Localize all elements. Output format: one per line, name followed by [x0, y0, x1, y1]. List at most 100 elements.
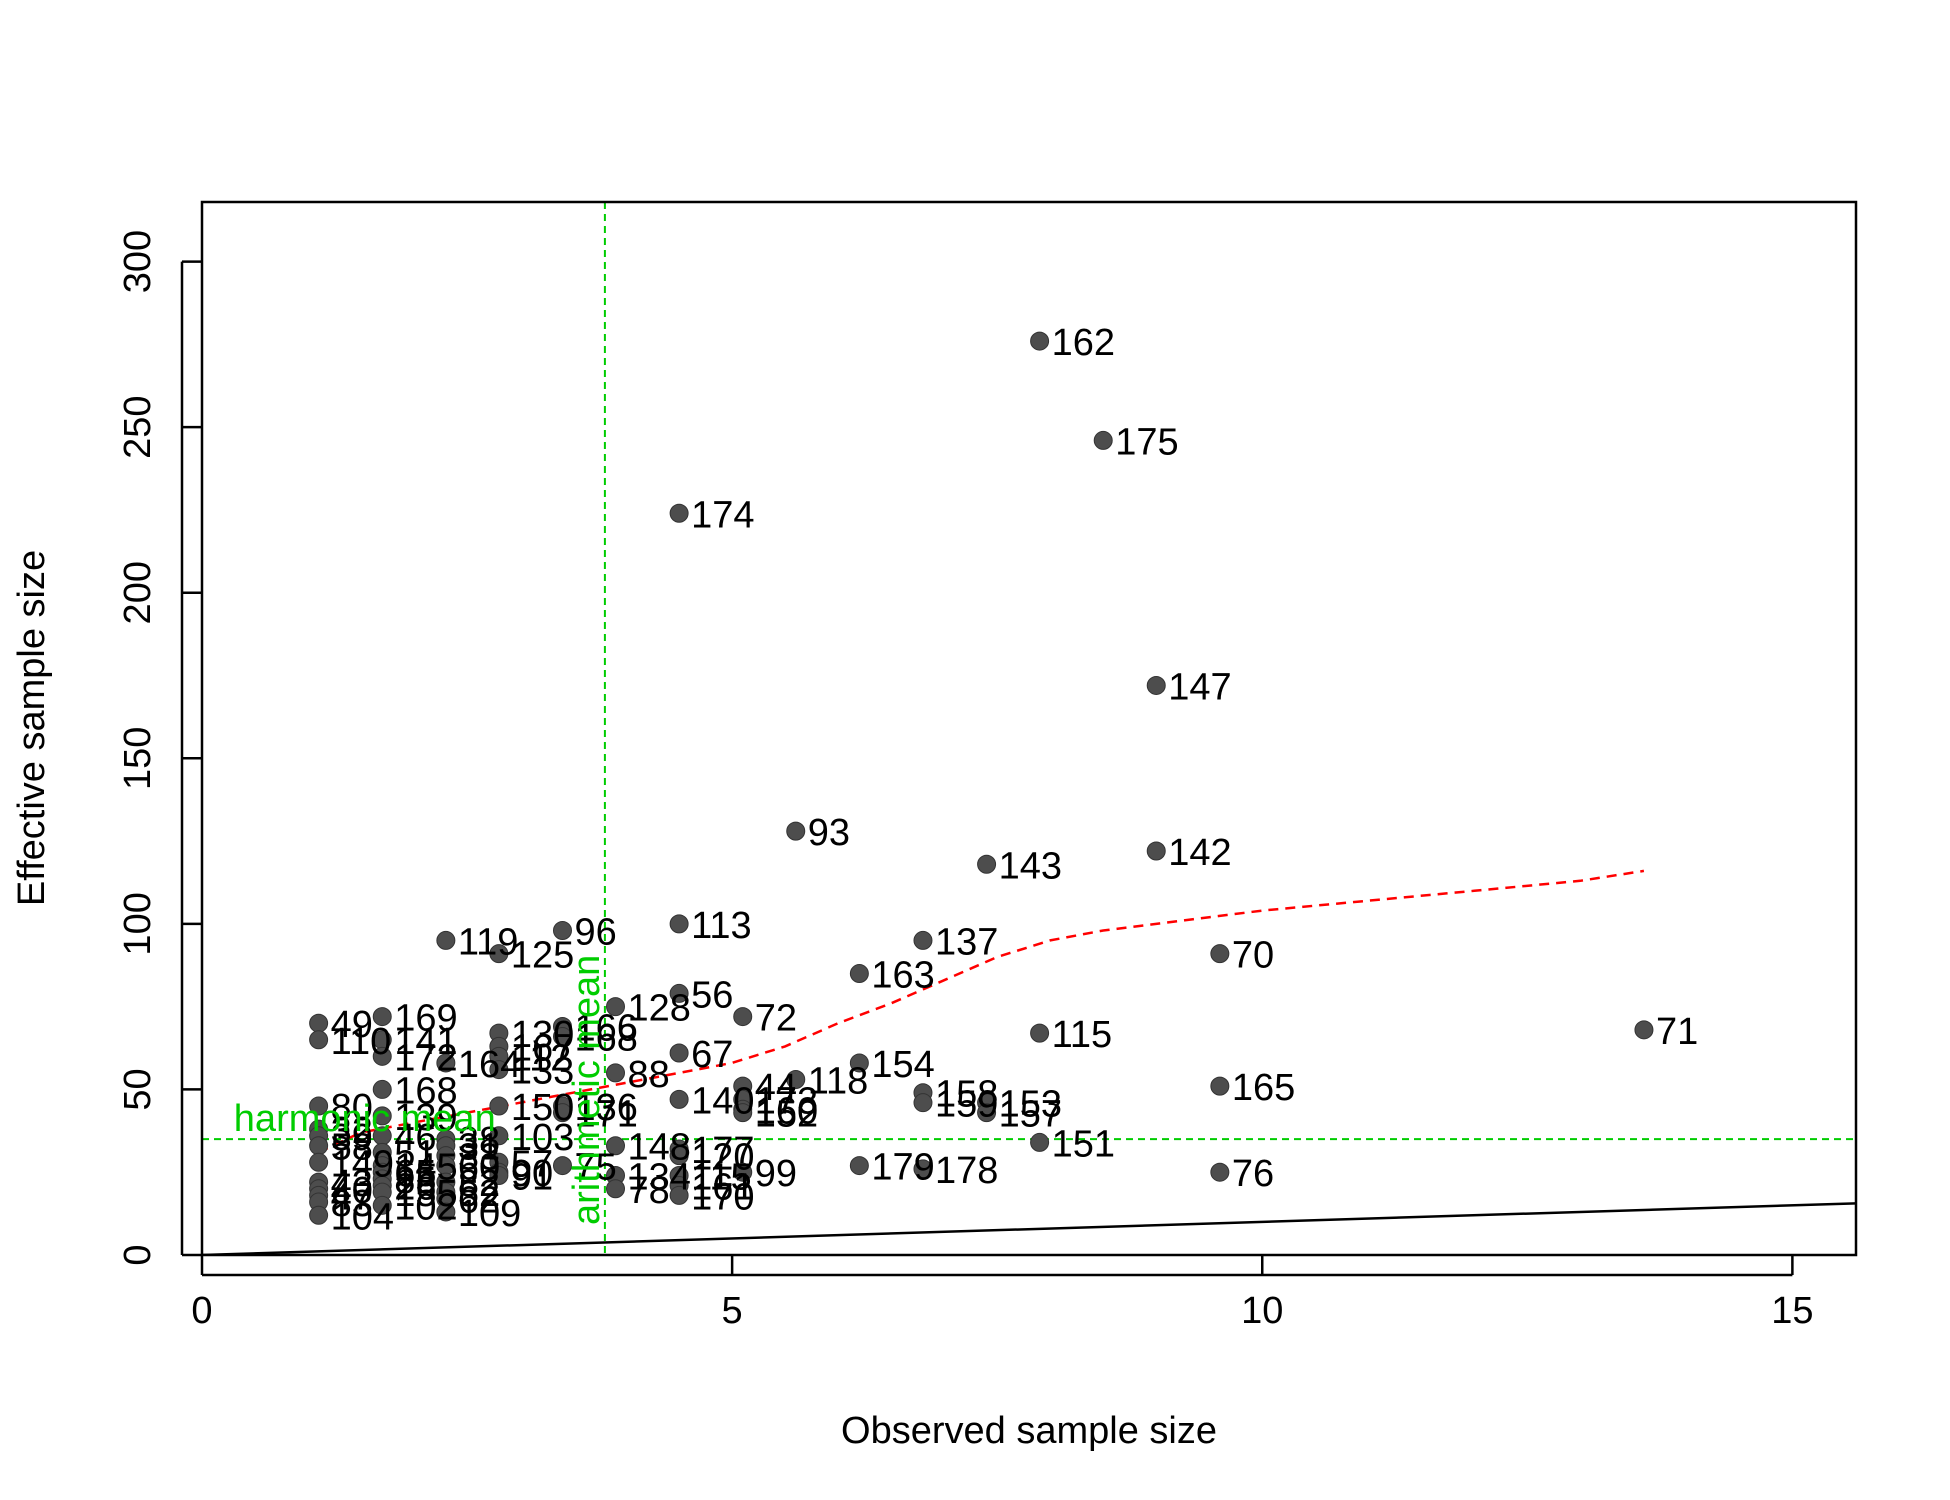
data-point: [669, 1043, 689, 1063]
data-point: [606, 1179, 625, 1199]
data-point-label: 46: [394, 1117, 436, 1159]
data-point: [309, 1205, 329, 1225]
data-point-label: 110: [331, 1021, 392, 1063]
data-point: [552, 1026, 572, 1046]
data-point: [977, 1103, 997, 1123]
data-point-label: 47: [331, 1176, 373, 1218]
data-point: [552, 1103, 572, 1123]
data-point-label: 147: [1168, 666, 1231, 708]
data-point: [372, 1079, 392, 1099]
data-point-label: 33: [458, 1137, 500, 1179]
data-point-label: 120: [691, 1137, 754, 1179]
data-point-label: 78: [628, 1170, 670, 1212]
data-point: [733, 1103, 753, 1123]
data-point: [669, 914, 689, 934]
data-point-label: 134: [628, 1157, 691, 1199]
data-point: [733, 1007, 753, 1027]
data-point-label: 65: [394, 1153, 436, 1195]
data-point-label: 72: [755, 998, 797, 1040]
data-point-label: 163: [871, 955, 934, 997]
data-point-label: 60: [458, 1147, 500, 1189]
data-point-label: 40: [331, 1170, 373, 1212]
x-tick-label: 10: [1241, 1290, 1283, 1332]
data-point-label: 174: [691, 494, 754, 536]
data-point: [1634, 1020, 1654, 1040]
data-point: [489, 1060, 509, 1080]
data-point-label: 109: [458, 1193, 521, 1235]
data-point-label: 130: [511, 1014, 574, 1056]
data-point-label: 102: [394, 1186, 457, 1228]
data-point: [436, 1053, 456, 1073]
data-point-label: 141: [394, 1021, 457, 1063]
data-point-label: 62: [458, 1180, 500, 1222]
data-point: [309, 1152, 329, 1172]
data-point: [849, 964, 869, 984]
data-point-label: 96: [574, 911, 616, 953]
data-point: [1210, 1162, 1230, 1182]
data-point-label: 115: [1052, 1014, 1113, 1056]
data-point-label: 113: [691, 905, 752, 947]
data-point: [489, 1126, 509, 1146]
data-point-label: 43: [331, 1163, 373, 1205]
data-point-label: 44: [755, 1067, 797, 1109]
data-point-label: 171: [574, 1094, 637, 1136]
data-point-label: 88: [628, 1054, 670, 1096]
data-point-label: 169: [394, 998, 457, 1040]
data-point-label: 125: [511, 935, 574, 977]
data-point-label: 170: [691, 1176, 754, 1218]
y-axis-title: Effective sample size: [11, 550, 53, 906]
y-tick-label: 100: [117, 892, 159, 955]
data-point: [489, 944, 509, 964]
data-point: [1030, 1132, 1050, 1152]
data-point-label: 168: [574, 1017, 637, 1059]
data-point: [1146, 841, 1166, 861]
data-point: [1146, 675, 1166, 695]
data-point: [669, 983, 689, 1003]
data-point-label: 162: [1052, 322, 1115, 364]
data-point: [552, 920, 572, 940]
data-point: [913, 930, 933, 950]
data-point-label: 140: [691, 1080, 754, 1122]
identity-line: [202, 1202, 1856, 1255]
data-point-label: 149: [331, 1143, 394, 1185]
data-point-label: 179: [871, 1147, 934, 1189]
data-point-label: 158: [935, 1074, 998, 1116]
data-point-label: 26: [394, 1166, 436, 1208]
x-axis-title: Observed sample size: [841, 1410, 1217, 1452]
data-point: [669, 1089, 689, 1109]
y-tick-label: 250: [117, 395, 159, 458]
data-point-label: 178: [935, 1150, 998, 1192]
data-point: [372, 1046, 392, 1066]
data-point: [1210, 944, 1230, 964]
data-point-label: 71: [1656, 1011, 1698, 1053]
data-point: [309, 1030, 329, 1050]
data-point-label: 91: [511, 1157, 553, 1199]
arithmetic-mean-label: arithmetic mean: [566, 955, 608, 1225]
data-point-label: 165: [1232, 1067, 1295, 1109]
data-point-label: 90: [511, 1153, 553, 1195]
data-point-label: 112: [511, 1037, 572, 1079]
data-point: [1210, 1076, 1230, 1096]
data-point: [849, 1053, 869, 1073]
data-point: [1030, 331, 1050, 351]
data-point: [786, 1070, 806, 1089]
data-point-label: 57: [511, 1143, 553, 1185]
data-point-label: 119: [458, 921, 519, 963]
data-point: [669, 503, 689, 523]
data-point-label: 139: [394, 1097, 457, 1139]
data-point-label: 70: [1232, 935, 1274, 977]
y-tick-label: 300: [117, 230, 159, 293]
data-point-label: 137: [935, 921, 998, 963]
x-tick-label: 5: [722, 1290, 743, 1332]
data-point-label: 118: [808, 1061, 869, 1103]
data-point: [606, 997, 625, 1017]
data-point-label: 177: [691, 1130, 754, 1172]
data-point-label: 159: [935, 1084, 998, 1126]
data-point: [489, 1096, 509, 1116]
data-point-label: 52: [458, 1173, 500, 1215]
data-point-label: 173: [755, 1080, 818, 1122]
data-point-label: 51: [394, 1133, 436, 1175]
data-point: [849, 1156, 869, 1176]
